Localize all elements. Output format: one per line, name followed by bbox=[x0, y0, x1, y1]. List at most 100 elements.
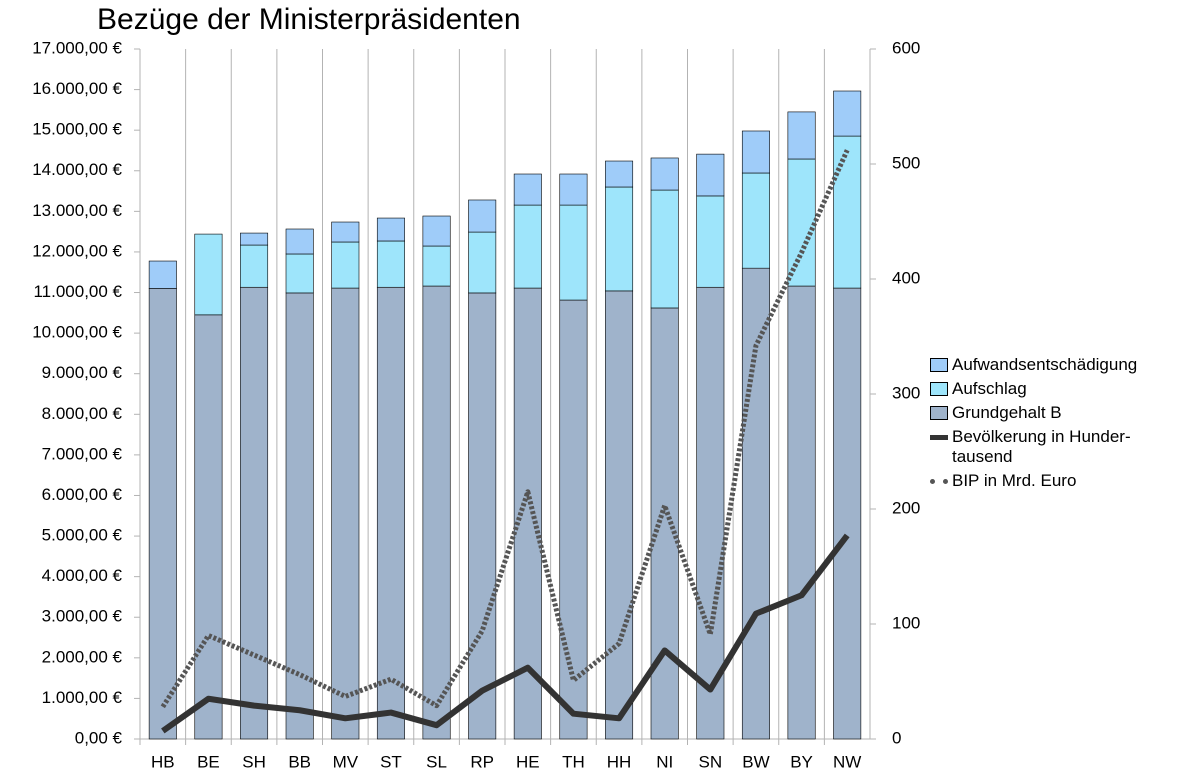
bar bbox=[240, 232, 269, 246]
legend-item: BIP in Mrd. Euro bbox=[930, 471, 1185, 491]
x-tick-label: SN bbox=[699, 752, 723, 771]
y-tick-label: 5.000,00 € bbox=[42, 526, 123, 545]
legend-item: Bevölkerung in Hunder-tausend bbox=[930, 427, 1185, 467]
legend: Aufwandsentschädigung Aufschlag Grundgehal… bbox=[930, 355, 1185, 495]
legend-item: Aufschlag bbox=[930, 379, 1185, 399]
y2-tick-label: 200 bbox=[892, 498, 920, 517]
y-tick-label: 11.000,00 € bbox=[33, 282, 122, 301]
bar bbox=[741, 172, 770, 269]
x-tick-label: HH bbox=[607, 752, 632, 771]
legend-item: Grundgehalt B bbox=[930, 403, 1185, 423]
y-tick-label: 15.000,00 € bbox=[32, 120, 122, 139]
bar bbox=[194, 314, 223, 740]
y-tick-label: 1.000,00 € bbox=[42, 688, 123, 707]
bar bbox=[331, 287, 360, 740]
x-tick-label: BW bbox=[742, 752, 769, 771]
bar bbox=[787, 111, 816, 160]
x-tick-label: NI bbox=[656, 752, 673, 771]
bar bbox=[650, 307, 679, 740]
bar bbox=[285, 228, 314, 255]
bar bbox=[696, 153, 725, 197]
y-tick-label: 0,00 € bbox=[75, 728, 123, 747]
y-tick-label: 4.000,00 € bbox=[42, 566, 123, 585]
bar bbox=[605, 160, 634, 188]
bar bbox=[194, 233, 223, 316]
bar bbox=[468, 231, 497, 294]
bar bbox=[696, 286, 725, 740]
bar bbox=[422, 285, 451, 740]
x-tick-label: HE bbox=[516, 752, 540, 771]
bar bbox=[240, 286, 269, 740]
bar bbox=[833, 287, 862, 740]
x-tick-label: SH bbox=[242, 752, 266, 771]
x-tick-label: SL bbox=[426, 752, 447, 771]
y-tick-label: 6.000,00 € bbox=[42, 485, 123, 504]
y-tick-label: 9.000,00 € bbox=[42, 363, 123, 382]
bar bbox=[285, 253, 314, 294]
bar bbox=[787, 158, 816, 287]
bar bbox=[605, 186, 634, 292]
legend-swatch bbox=[930, 406, 948, 420]
bar bbox=[513, 204, 542, 289]
bar bbox=[787, 285, 816, 740]
y-tick-label: 16.000,00 € bbox=[32, 79, 122, 98]
x-tick-label: HB bbox=[151, 752, 175, 771]
legend-label: Bevölkerung in Hunder-tausend bbox=[952, 427, 1131, 466]
x-tick-label: BB bbox=[288, 752, 311, 771]
line bbox=[161, 533, 850, 734]
y-tick-label: 12.000,00 € bbox=[32, 241, 122, 260]
y2-tick-label: 300 bbox=[892, 383, 920, 402]
bar bbox=[650, 157, 679, 191]
legend-label: BIP in Mrd. Euro bbox=[952, 471, 1077, 490]
bar bbox=[422, 215, 451, 247]
x-tick-label: MV bbox=[333, 752, 359, 771]
x-tick-label: BY bbox=[790, 752, 813, 771]
y2-tick-label: 500 bbox=[892, 153, 920, 172]
legend-swatch bbox=[930, 358, 948, 372]
bar bbox=[833, 135, 862, 289]
y2-tick-label: 400 bbox=[892, 268, 920, 287]
bar bbox=[741, 267, 770, 740]
bar bbox=[833, 90, 862, 137]
legend-label: Aufwandsentschädigung bbox=[952, 355, 1138, 374]
y2-tick-label: 0 bbox=[892, 728, 901, 747]
legend-swatch bbox=[930, 435, 948, 440]
x-tick-label: NW bbox=[833, 752, 861, 771]
chart-title: Bezüge der Ministerpräsidenten bbox=[97, 3, 521, 36]
bar bbox=[650, 189, 679, 309]
y2-tick-label: 100 bbox=[892, 613, 920, 632]
y-tick-label: 2.000,00 € bbox=[42, 647, 123, 666]
y-tick-label: 3.000,00 € bbox=[42, 607, 123, 626]
bar bbox=[741, 130, 770, 174]
legend-item: Aufwandsentschädigung bbox=[930, 355, 1185, 375]
y-tick-label: 7.000,00 € bbox=[42, 444, 123, 463]
bar bbox=[240, 244, 269, 288]
line bbox=[160, 149, 850, 709]
x-tick-label: RP bbox=[470, 752, 494, 771]
y-tick-label: 14.000,00 € bbox=[32, 160, 122, 179]
bar bbox=[376, 217, 405, 242]
bar bbox=[696, 195, 725, 288]
y-tick-label: 13.000,00 € bbox=[32, 201, 122, 220]
bar bbox=[331, 221, 360, 243]
bar bbox=[376, 286, 405, 740]
bar bbox=[148, 260, 177, 289]
bar bbox=[605, 290, 634, 740]
bar bbox=[376, 240, 405, 288]
bar bbox=[148, 288, 177, 740]
bar bbox=[331, 241, 360, 289]
bar bbox=[422, 245, 451, 287]
legend-label: Aufschlag bbox=[952, 379, 1027, 398]
y2-tick-label: 600 bbox=[892, 38, 920, 57]
legend-swatch bbox=[930, 479, 948, 484]
x-tick-label: ST bbox=[380, 752, 402, 771]
x-tick-label: BE bbox=[197, 752, 220, 771]
bar bbox=[468, 199, 497, 233]
y-tick-label: 8.000,00 € bbox=[42, 404, 123, 423]
y-tick-label: 10.000,00 € bbox=[32, 323, 122, 342]
bar bbox=[513, 173, 542, 206]
bar bbox=[285, 292, 314, 740]
y-tick-label: 17.000,00 € bbox=[32, 38, 122, 57]
legend-swatch bbox=[930, 382, 948, 396]
